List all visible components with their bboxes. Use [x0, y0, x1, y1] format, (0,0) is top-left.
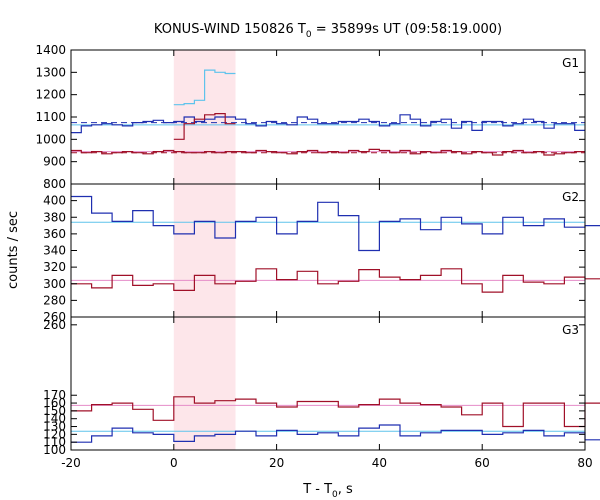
- y-tick-label: 380: [43, 210, 66, 224]
- y-tick-label: 800: [43, 177, 66, 191]
- y-tick-label: 1100: [35, 110, 66, 124]
- y-tick-label: 340: [43, 244, 66, 258]
- y-tick-label: 140: [43, 412, 66, 426]
- panel-g1: 800 900 1000 1100 1200 1300 1400 G1: [35, 43, 586, 191]
- x-axis-label: T - T0, s: [302, 482, 353, 500]
- series-blue-histogram: [71, 114, 585, 134]
- series-blue-histogram: [71, 424, 600, 443]
- y-tick-label: 260: [43, 318, 66, 332]
- x-tick-label: 40: [372, 456, 387, 470]
- series-blue-histogram: [71, 195, 600, 252]
- y-tick-label: 300: [43, 277, 66, 291]
- x-tick-label: 20: [269, 456, 284, 470]
- series-red-histogram: [71, 396, 600, 428]
- y-tick-label: 120: [43, 427, 66, 441]
- y-tick-label: 900: [43, 155, 66, 169]
- y-tick-label: 150: [43, 404, 66, 418]
- y-tick-label: 1200: [35, 88, 66, 102]
- y-tick-label: 160: [43, 396, 66, 410]
- x-tick-label: 80: [577, 456, 592, 470]
- y-tick-label: 280: [43, 293, 66, 307]
- source-bins-red: [173, 113, 236, 140]
- x-tick-label: 0: [170, 456, 178, 470]
- y-tick-label: 360: [43, 227, 66, 241]
- y-tick-label: 1000: [35, 132, 66, 146]
- x-tick-label: -20: [61, 456, 81, 470]
- y-tick-label: 170: [43, 388, 66, 402]
- source-interval-highlight: [173, 50, 236, 450]
- series-red-histogram: [71, 148, 585, 156]
- y-tick-label: 320: [43, 260, 66, 274]
- chart-title: KONUS-WIND 150826 T0 = 35899s UT (09:58:…: [154, 22, 502, 40]
- panel-g2: 260 280 300 320 340 360 380 400 G2: [43, 183, 600, 324]
- panel-frame: [70, 49, 586, 185]
- y-tick-label: 260: [43, 310, 66, 324]
- y-tick-label: 1300: [35, 65, 66, 79]
- y-tick-label: 400: [43, 194, 66, 208]
- y-tick-label: 130: [43, 420, 66, 434]
- panel-label-g3: G3: [562, 323, 579, 337]
- y-tick-label: 1400: [35, 43, 66, 57]
- y-tick-label: 100: [43, 443, 66, 457]
- panel-frame: [70, 183, 586, 318]
- y-tick-label: 110: [43, 435, 66, 449]
- y-axis-label: counts / sec: [6, 211, 21, 289]
- panel-label-g1: G1: [562, 56, 579, 70]
- source-bins-blue: [173, 69, 236, 106]
- panel-frame: [70, 316, 586, 451]
- series-red-histogram: [71, 268, 600, 293]
- plot-layer: 80090010001100120013001400G1260280300320…: [35, 43, 600, 470]
- panel-label-g2: G2: [562, 190, 579, 204]
- x-tick-label: 60: [475, 456, 490, 470]
